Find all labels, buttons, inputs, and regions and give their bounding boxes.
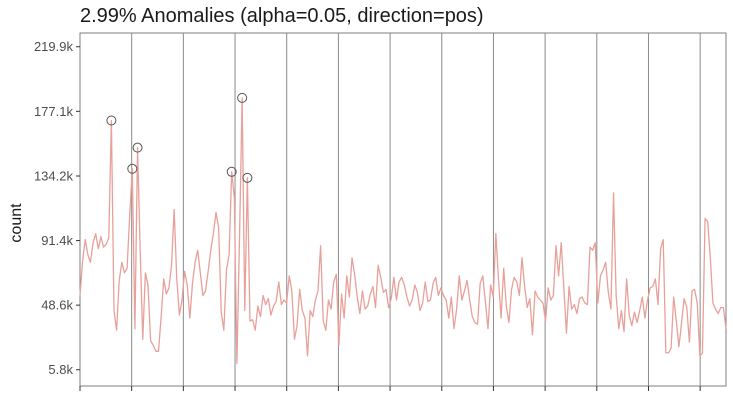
chart-title: 2.99% Anomalies (alpha=0.05, direction=p…: [80, 5, 484, 27]
series-line: [79, 97, 727, 365]
anomaly-marker: [226, 166, 237, 177]
anomaly-marker: [237, 92, 248, 103]
anomaly-marker: [132, 142, 143, 153]
y-tick-label: 48.6k: [41, 298, 73, 313]
anomaly-marker: [127, 163, 138, 174]
anomaly-marker: [242, 172, 253, 183]
y-tick-label: 177.1k: [34, 104, 74, 119]
y-tick-label: 91.4k: [41, 233, 73, 248]
plot-panel: [79, 32, 727, 387]
y-tick-label: 5.8k: [48, 362, 73, 377]
y-tick-label: 134.2k: [34, 169, 74, 184]
anomaly-marker: [106, 115, 117, 126]
y-tick-label: 219.9k: [34, 39, 74, 54]
